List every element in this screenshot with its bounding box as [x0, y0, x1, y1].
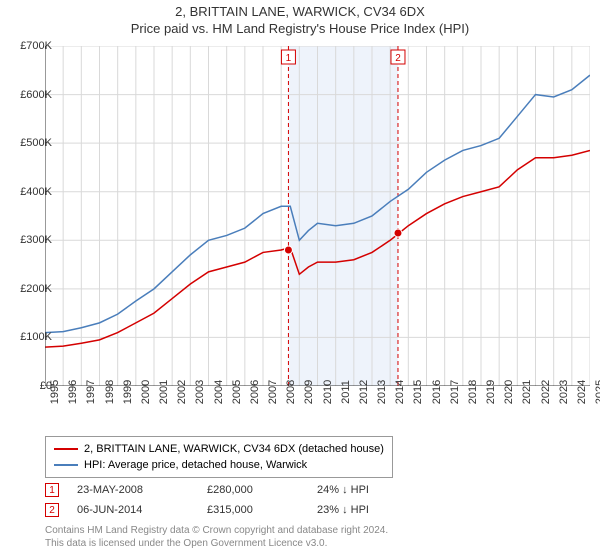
- sale-row: 2 06-JUN-2014 £315,000 23% ↓ HPI: [45, 500, 437, 520]
- svg-text:1: 1: [286, 53, 292, 64]
- y-tick-label: £600K: [2, 89, 52, 101]
- x-tick-label: 1995: [49, 380, 61, 404]
- sale-price: £315,000: [207, 504, 317, 516]
- footer-attribution: Contains HM Land Registry data © Crown c…: [45, 524, 388, 550]
- legend-label: HPI: Average price, detached house, Warw…: [84, 459, 307, 471]
- x-tick-label: 2010: [322, 380, 334, 404]
- sale-marker-icon: 2: [45, 503, 59, 517]
- x-tick-label: 2023: [558, 380, 570, 404]
- legend-item-price-paid: 2, BRITTAIN LANE, WARWICK, CV34 6DX (det…: [54, 441, 384, 457]
- x-tick-label: 2011: [340, 380, 352, 404]
- x-tick-label: 2020: [503, 380, 515, 404]
- x-tick-label: 2001: [158, 380, 170, 404]
- y-tick-label: £400K: [2, 186, 52, 198]
- x-tick-label: 1999: [122, 380, 134, 404]
- x-tick-label: 1997: [85, 380, 97, 404]
- x-tick-label: 2009: [303, 380, 315, 404]
- x-tick-label: 2000: [140, 380, 152, 404]
- x-tick-label: 2025: [594, 380, 600, 404]
- y-tick-label: £100K: [2, 331, 52, 343]
- x-tick-label: 2019: [485, 380, 497, 404]
- sale-diff: 23% ↓ HPI: [317, 504, 437, 516]
- x-tick-label: 2016: [431, 380, 443, 404]
- x-tick-label: 2004: [213, 380, 225, 404]
- sale-marker-icon: 1: [45, 483, 59, 497]
- x-tick-label: 2006: [249, 380, 261, 404]
- x-tick-label: 2003: [194, 380, 206, 404]
- sale-row: 1 23-MAY-2008 £280,000 24% ↓ HPI: [45, 480, 437, 500]
- y-tick-label: £500K: [2, 137, 52, 149]
- x-tick-label: 2008: [285, 380, 297, 404]
- y-tick-label: £0: [2, 380, 52, 392]
- title-line1: 2, BRITTAIN LANE, WARWICK, CV34 6DX: [0, 4, 600, 19]
- legend-label: 2, BRITTAIN LANE, WARWICK, CV34 6DX (det…: [84, 443, 384, 455]
- sales-table: 1 23-MAY-2008 £280,000 24% ↓ HPI 2 06-JU…: [45, 480, 437, 520]
- footer-line2: This data is licensed under the Open Gov…: [45, 537, 388, 550]
- legend-item-hpi: HPI: Average price, detached house, Warw…: [54, 457, 384, 473]
- x-tick-label: 2021: [521, 380, 533, 404]
- x-tick-label: 1998: [104, 380, 116, 404]
- x-tick-label: 2014: [394, 380, 406, 404]
- title-line2: Price paid vs. HM Land Registry's House …: [0, 21, 600, 36]
- footer-line1: Contains HM Land Registry data © Crown c…: [45, 524, 388, 537]
- svg-text:2: 2: [395, 53, 401, 64]
- chart-area: 12: [45, 46, 590, 386]
- price-chart: 12: [45, 46, 590, 386]
- x-tick-label: 2002: [176, 380, 188, 404]
- x-tick-label: 2005: [231, 380, 243, 404]
- chart-titles: 2, BRITTAIN LANE, WARWICK, CV34 6DX Pric…: [0, 0, 600, 38]
- x-tick-label: 1996: [67, 380, 79, 404]
- x-tick-label: 2007: [267, 380, 279, 404]
- y-tick-label: £300K: [2, 234, 52, 246]
- x-tick-label: 2015: [412, 380, 424, 404]
- x-tick-label: 2024: [576, 380, 588, 404]
- x-tick-label: 2017: [449, 380, 461, 404]
- sale-date: 06-JUN-2014: [77, 504, 207, 516]
- legend-swatch: [54, 448, 78, 450]
- sale-date: 23-MAY-2008: [77, 484, 207, 496]
- sale-diff: 24% ↓ HPI: [317, 484, 437, 496]
- x-tick-label: 2022: [540, 380, 552, 404]
- x-tick-label: 2012: [358, 380, 370, 404]
- legend-swatch: [54, 464, 78, 466]
- sale-price: £280,000: [207, 484, 317, 496]
- y-tick-label: £200K: [2, 283, 52, 295]
- x-tick-label: 2013: [376, 380, 388, 404]
- x-tick-label: 2018: [467, 380, 479, 404]
- y-tick-label: £700K: [2, 40, 52, 52]
- legend: 2, BRITTAIN LANE, WARWICK, CV34 6DX (det…: [45, 436, 393, 478]
